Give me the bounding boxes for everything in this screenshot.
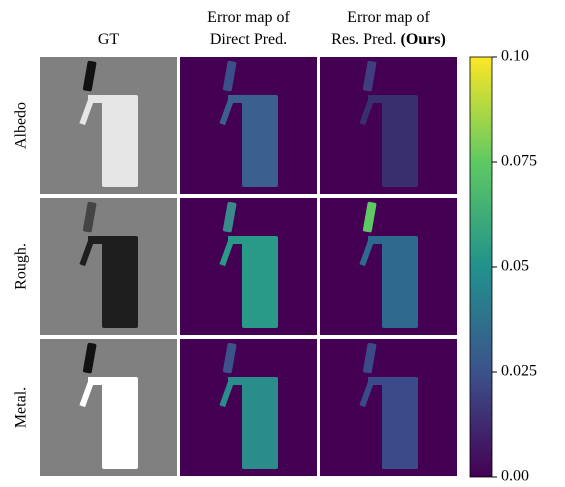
tap-column — [242, 236, 278, 328]
tap-column — [242, 377, 278, 469]
header-text: Direct Pred. — [210, 31, 287, 48]
header-text: Error map of — [347, 9, 430, 26]
column-header: Error map of — [347, 9, 430, 26]
row-label: Albedo — [13, 102, 30, 149]
image-panel — [320, 57, 457, 194]
column-header: GT — [98, 31, 120, 48]
colorbar-tick-label: 0.05 — [501, 258, 529, 275]
image-panel — [180, 339, 317, 476]
image-panel — [180, 198, 317, 335]
tap-column — [102, 236, 138, 328]
colorbar-tick-label: 0.025 — [501, 363, 537, 380]
row-label: Rough. — [13, 243, 30, 290]
column-header: Res. Pred. (Ours) — [331, 31, 446, 48]
image-panel — [40, 198, 177, 335]
tap-column — [102, 95, 138, 187]
tap-column — [382, 377, 418, 469]
colorbar — [470, 57, 492, 477]
colorbar-tick-label: 0.00 — [501, 468, 529, 485]
column-header: Direct Pred. — [210, 31, 287, 48]
image-panel — [40, 57, 177, 194]
image-panel — [320, 198, 457, 335]
colorbar-tick-label: 0.075 — [501, 153, 537, 170]
image-panel — [180, 57, 317, 194]
image-panel — [40, 339, 177, 476]
figure: GT Error map of Direct Pred. Error map of Re… — [0, 0, 565, 487]
header-text: Error map of — [207, 9, 290, 26]
row-label: Metal. — [13, 387, 30, 428]
header-text: GT — [98, 31, 120, 48]
image-panel — [320, 339, 457, 476]
header-bold: (Ours) — [401, 31, 446, 48]
tap-column — [382, 236, 418, 328]
tap-column — [382, 95, 418, 187]
column-header: Error map of — [207, 9, 290, 26]
tap-column — [242, 95, 278, 187]
tap-column — [102, 377, 138, 469]
header-text: Res. Pred. — [331, 31, 396, 48]
colorbar-tick-label: 0.10 — [501, 48, 529, 65]
